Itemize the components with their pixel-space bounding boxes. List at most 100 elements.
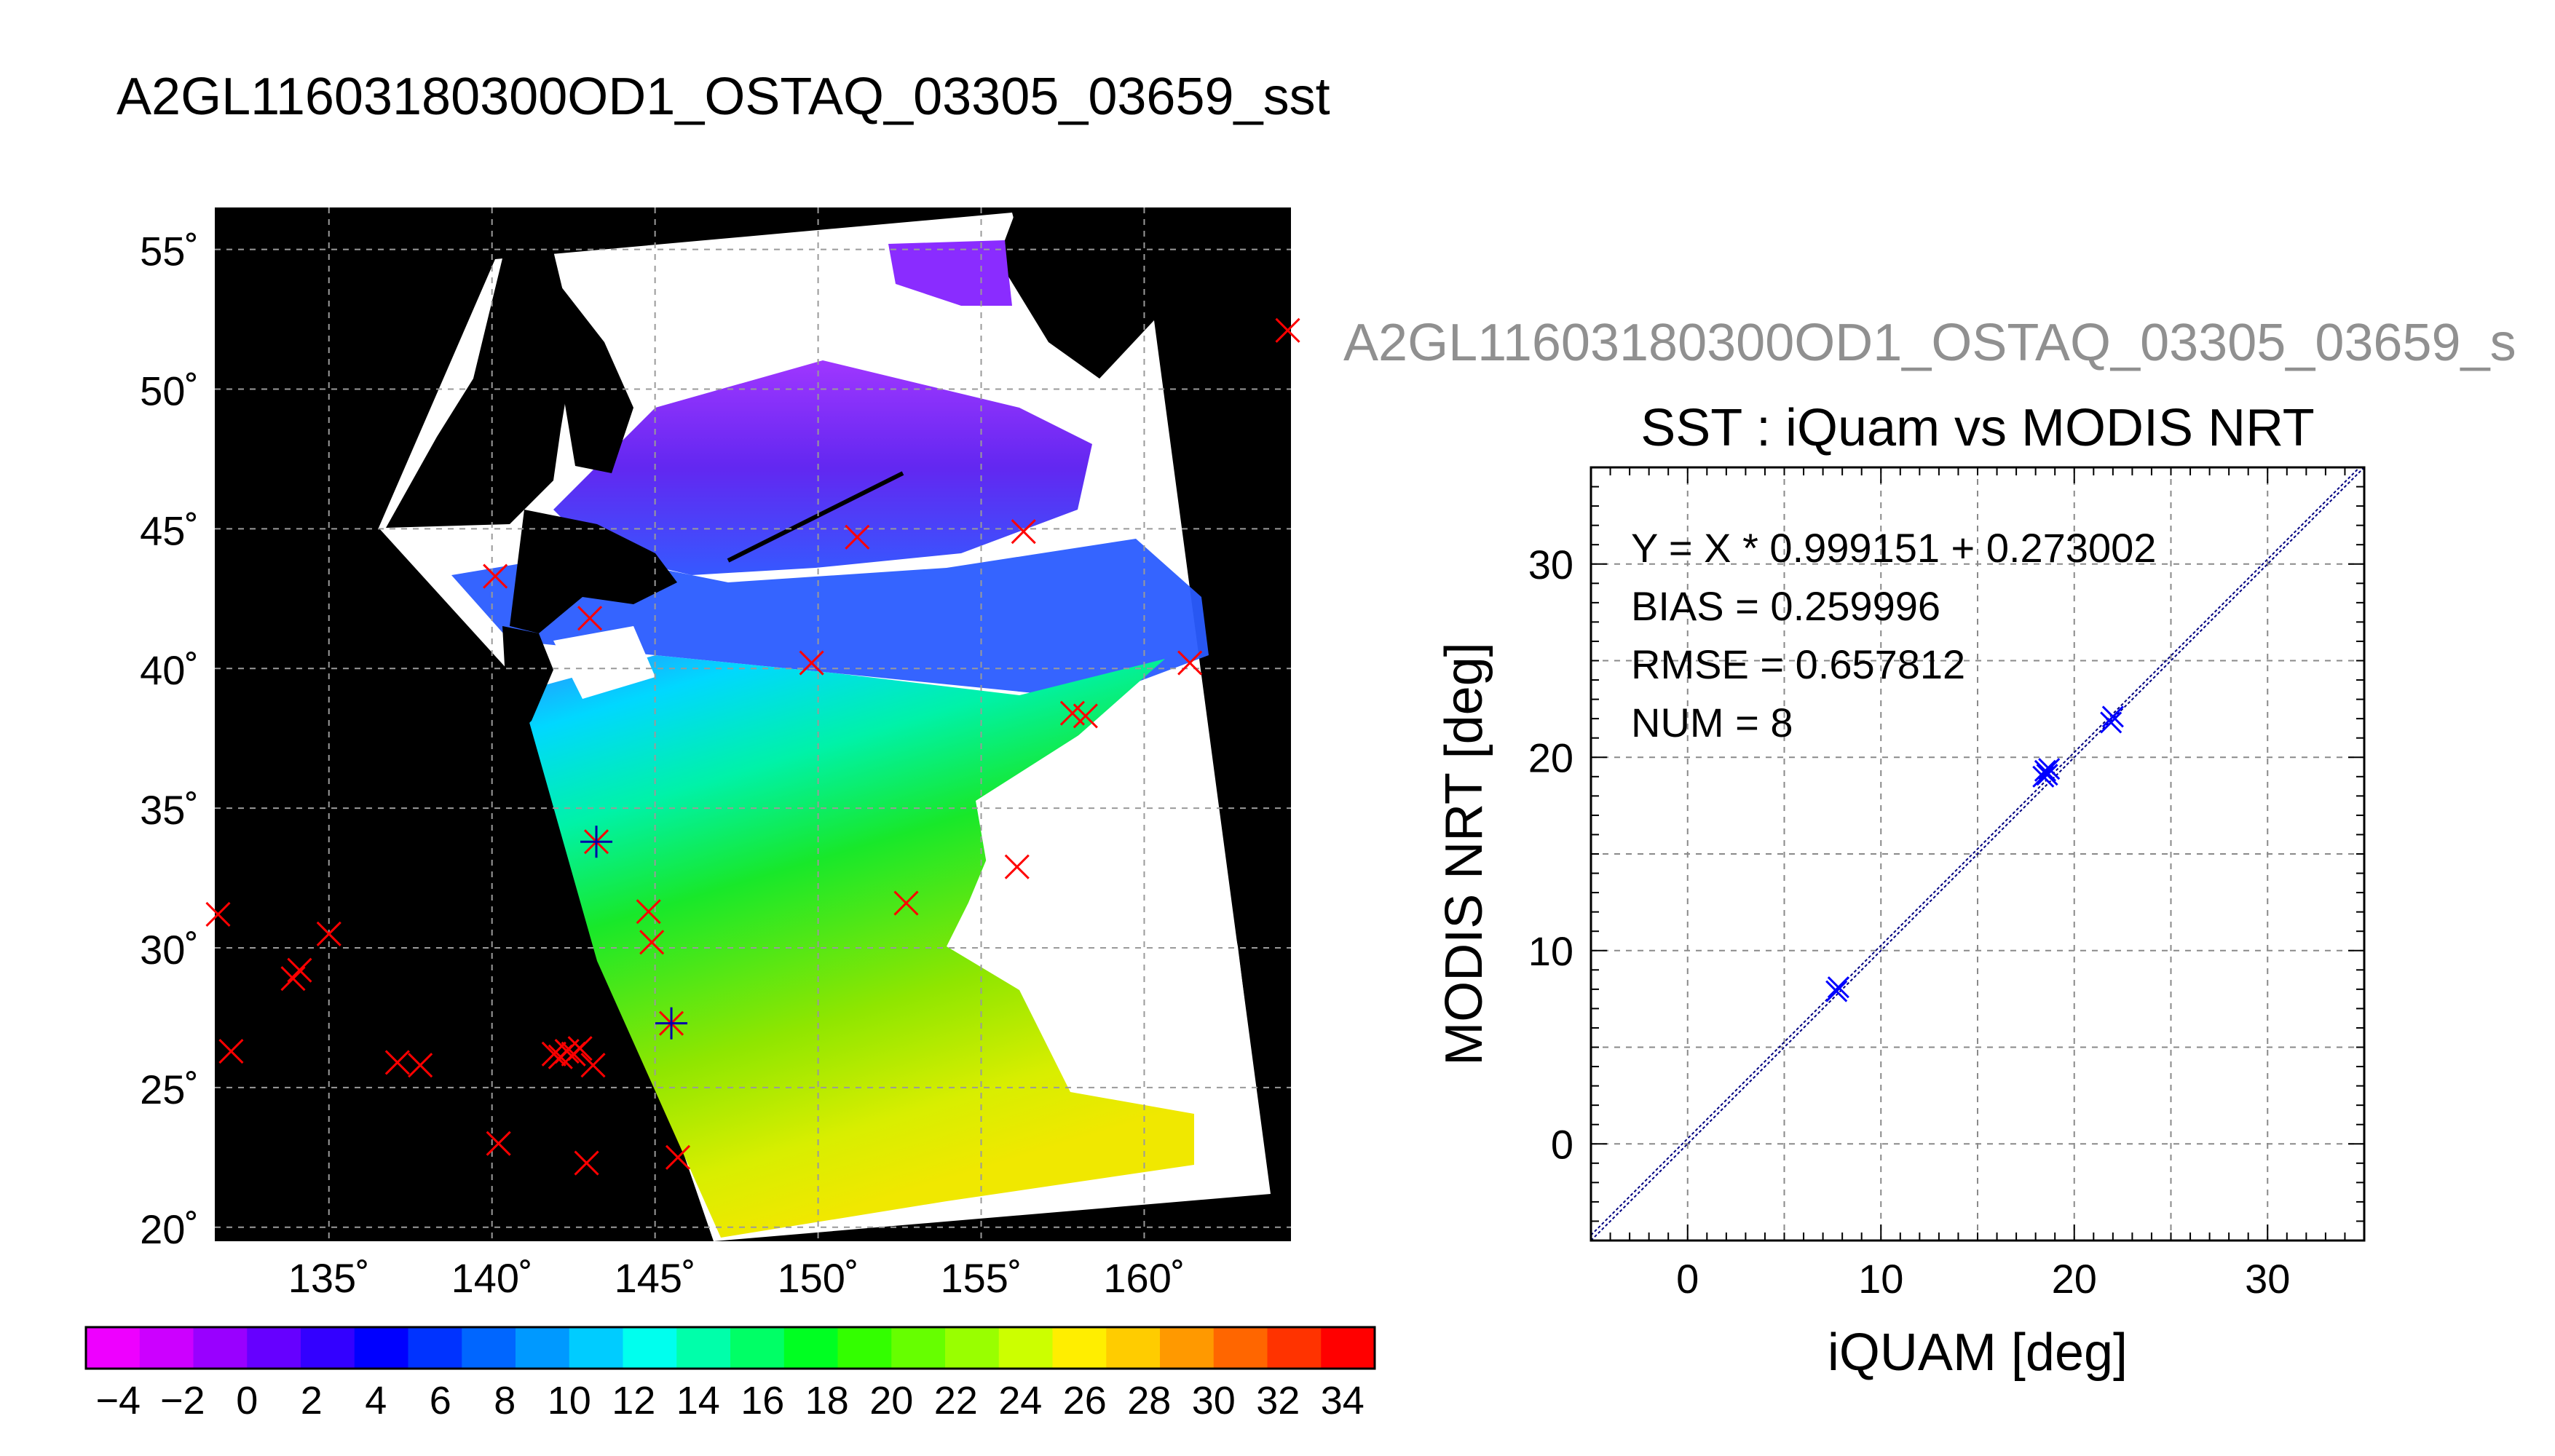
colorbar-tick-label: 8 bbox=[494, 1379, 516, 1423]
cloud-mask bbox=[976, 699, 1252, 1063]
x-tick-label: 20 bbox=[2052, 1256, 2097, 1302]
lat-tick-label: 40˚ bbox=[140, 647, 199, 693]
x-tick-label: 10 bbox=[1858, 1256, 1903, 1302]
colorbar: −4 −2 0 2 4 6 8 10 12 14 16 18 20 22 24 26 28 30 32 34 bbox=[84, 1326, 1376, 1423]
colorbar-cell bbox=[516, 1327, 570, 1369]
colorbar-cell bbox=[301, 1327, 355, 1369]
cold-water-region bbox=[553, 360, 1092, 575]
sst-map: 20˚ 25˚ 30˚ 35˚ 40˚ 45˚ 50˚ 55˚ 135˚ 140˚ 145˚ 150… bbox=[140, 207, 1300, 1301]
sst-gradient-area bbox=[521, 655, 1194, 1238]
matchup-point bbox=[384, 1050, 410, 1075]
scatter-y-tick-labels: 0 10 20 30 bbox=[1528, 542, 1573, 1168]
colorbar-tick-label: 30 bbox=[1192, 1379, 1236, 1423]
scatter-point bbox=[1827, 976, 1849, 999]
scatter-point bbox=[1825, 980, 1848, 1002]
scatter-x-tick-labels: 0 10 20 30 bbox=[1676, 1256, 2290, 1302]
stats-bias: BIAS = 0.259996 bbox=[1631, 583, 1940, 629]
matchup-point bbox=[483, 563, 508, 589]
colorbar-tick-label: 22 bbox=[934, 1379, 978, 1423]
colorbar-cell bbox=[247, 1327, 301, 1369]
matchup-point bbox=[218, 1038, 244, 1064]
x-tick-label: 30 bbox=[2245, 1256, 2290, 1302]
lat-tick-label: 55˚ bbox=[140, 229, 199, 274]
colorbar-cell bbox=[891, 1327, 946, 1369]
colorbar-cell bbox=[139, 1327, 194, 1369]
colorbar-cell bbox=[730, 1327, 785, 1369]
matchup-point bbox=[574, 1150, 599, 1176]
scatter-point bbox=[2038, 758, 2061, 780]
colorbar-cell bbox=[623, 1327, 677, 1369]
colorbar-tick-label: 28 bbox=[1127, 1379, 1171, 1423]
colorbar-tick-label: 26 bbox=[1063, 1379, 1107, 1423]
land-mass bbox=[553, 277, 633, 473]
swath-seam bbox=[727, 471, 904, 563]
x-axis-label: iQUAM [deg] bbox=[1828, 1324, 2128, 1382]
matchup-point bbox=[639, 930, 665, 955]
matchup-point bbox=[486, 1131, 511, 1156]
colorbar-cell bbox=[354, 1327, 408, 1369]
lat-tick-label: 20˚ bbox=[140, 1206, 199, 1252]
y-tick-label: 20 bbox=[1528, 735, 1573, 780]
identity-line bbox=[1591, 467, 2364, 1241]
lon-tick-label: 150˚ bbox=[778, 1255, 859, 1301]
matchup-point bbox=[1177, 650, 1203, 676]
colorbar-cell bbox=[408, 1327, 462, 1369]
matchup-point bbox=[408, 1053, 433, 1078]
y-axis-label: MODIS NRT [deg] bbox=[1435, 642, 1493, 1066]
lon-tick-labels: 135˚ 140˚ 145˚ 150˚ 155˚ 160˚ bbox=[288, 1255, 1185, 1301]
land-mass bbox=[386, 251, 575, 528]
colorbar-tick-label: 0 bbox=[236, 1379, 258, 1423]
matchup-point bbox=[205, 901, 231, 927]
colorbar-tick-label: 16 bbox=[741, 1379, 784, 1423]
lat-tick-label: 45˚ bbox=[140, 507, 199, 553]
lat-tick-labels: 20˚ 25˚ 30˚ 35˚ 40˚ 45˚ 50˚ 55˚ bbox=[140, 229, 199, 1252]
lon-tick-label: 140˚ bbox=[451, 1255, 533, 1301]
colorbar-frame bbox=[84, 1326, 1376, 1370]
colorbar-tick-label: 34 bbox=[1321, 1379, 1365, 1423]
lat-tick-label: 35˚ bbox=[140, 787, 199, 833]
matchup-point bbox=[1275, 317, 1300, 343]
colorbar-cell bbox=[783, 1327, 838, 1369]
colorbar-tick-label: 10 bbox=[548, 1379, 591, 1423]
cloud-mask bbox=[553, 626, 655, 699]
matchup-point bbox=[1073, 703, 1098, 729]
colorbar-tick-label: 20 bbox=[869, 1379, 913, 1423]
land-mass bbox=[1005, 211, 1154, 379]
main-title: A2GL11603180300OD1_OSTAQ_03305_03659_sst bbox=[117, 68, 1330, 126]
colorbar-tick-label: 4 bbox=[365, 1379, 387, 1423]
lon-tick-label: 135˚ bbox=[288, 1255, 370, 1301]
scatter-plot: SST : iQuam vs MODIS NRT 0 10 20 30 0 10 20 30… bbox=[1435, 399, 2366, 1382]
scatter-title: SST : iQuam vs MODIS NRT bbox=[1640, 399, 2315, 457]
colorbar-tick-label: −2 bbox=[160, 1379, 205, 1423]
colorbar-tick-label: −4 bbox=[95, 1379, 141, 1423]
secondary-title: A2GL11603180300OD1_OSTAQ_03305_03659_s bbox=[1343, 314, 2516, 372]
matchup-point bbox=[1011, 519, 1036, 545]
regression-line bbox=[1591, 467, 2364, 1241]
regression-fit-line bbox=[1591, 467, 2361, 1236]
colorbar-tick-label: 6 bbox=[430, 1379, 451, 1423]
lat-tick-label: 50˚ bbox=[140, 368, 199, 414]
colorbar-tick-label: 32 bbox=[1256, 1379, 1300, 1423]
scatter-point bbox=[2036, 764, 2058, 786]
matchup-point bbox=[893, 890, 919, 916]
stats-num: NUM = 8 bbox=[1631, 700, 1793, 745]
lon-tick-label: 155˚ bbox=[940, 1255, 1022, 1301]
lon-tick-label: 145˚ bbox=[615, 1255, 696, 1301]
colorbar-tick-label: 14 bbox=[676, 1379, 720, 1423]
lat-tick-label: 25˚ bbox=[140, 1067, 199, 1112]
matchup-point bbox=[799, 650, 824, 676]
stats-rmse: RMSE = 0.657812 bbox=[1631, 641, 1965, 687]
colorbar-cell bbox=[1160, 1327, 1215, 1369]
lon-tick-label: 160˚ bbox=[1103, 1255, 1185, 1301]
matchup-points bbox=[205, 317, 1300, 1176]
colorbar-cells bbox=[86, 1327, 1375, 1369]
colorbar-cell bbox=[569, 1327, 623, 1369]
scatter-point bbox=[2034, 759, 2056, 782]
colorbar-cell bbox=[1321, 1327, 1375, 1369]
colorbar-cell bbox=[1052, 1327, 1107, 1369]
matchup-point bbox=[1004, 854, 1030, 879]
y-tick-label: 10 bbox=[1528, 928, 1573, 974]
matchup-point bbox=[287, 957, 312, 983]
colorbar-tick-labels: −4 −2 0 2 4 6 8 10 12 14 16 18 20 22 24 26 28 30 32 34 bbox=[95, 1379, 1364, 1423]
